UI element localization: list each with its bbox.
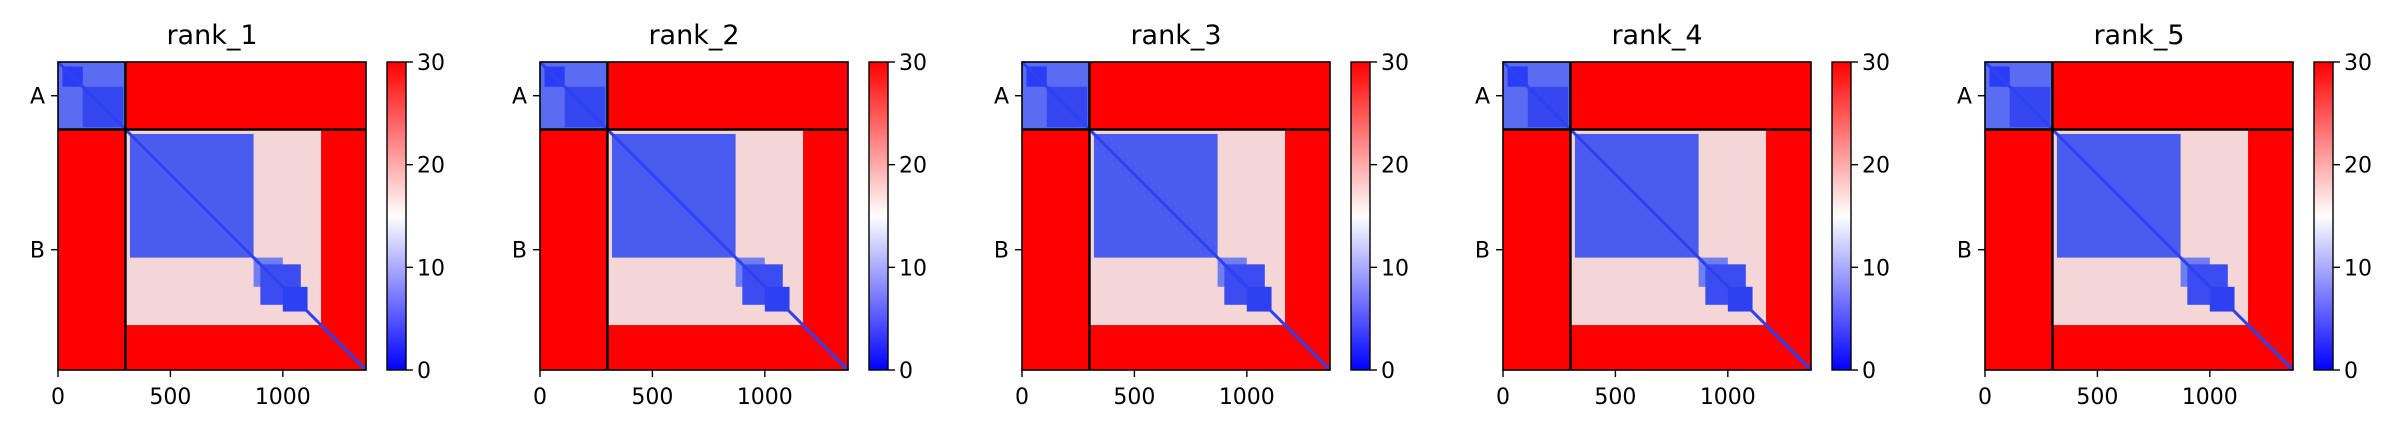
y-tick-label: A xyxy=(1957,85,1972,110)
panel-title: rank_2 xyxy=(648,20,739,51)
y-tick-label: A xyxy=(512,85,527,110)
colorbar-tick-label: 0 xyxy=(417,359,431,384)
x-tick-label: 0 xyxy=(1496,385,1510,410)
colorbar-tick-label: 30 xyxy=(417,51,445,76)
colorbar-tick-label: 30 xyxy=(1381,51,1409,76)
panel-title: rank_4 xyxy=(1611,20,1702,51)
y-tick-label: A xyxy=(30,85,45,110)
y-tick-label: B xyxy=(994,239,1009,264)
colorbar-tick-label: 0 xyxy=(2344,359,2358,384)
colorbar-tick-label: 10 xyxy=(417,256,445,281)
axes-frame xyxy=(57,61,367,371)
x-tick-label: 1000 xyxy=(2182,385,2238,410)
colorbar-tick-label: 10 xyxy=(1381,256,1409,281)
axes-frame xyxy=(1021,61,1331,371)
colorbar-tick-label: 10 xyxy=(1862,256,1890,281)
colorbar xyxy=(1831,61,1852,371)
axes-frame xyxy=(539,61,849,371)
panel-title: rank_3 xyxy=(1130,20,1221,51)
x-tick-label: 1000 xyxy=(1700,385,1756,410)
x-tick-label: 500 xyxy=(1594,385,1636,410)
heatmap-diagonal xyxy=(1501,60,1813,372)
axes-frame xyxy=(1502,61,1812,371)
colorbar-tick-label: 10 xyxy=(2344,256,2372,281)
axes-frame xyxy=(1984,61,2294,371)
x-tick-label: 0 xyxy=(1978,385,1992,410)
x-tick-label: 500 xyxy=(631,385,673,410)
x-tick-label: 1000 xyxy=(1219,385,1275,410)
colorbar-tick-label: 30 xyxy=(899,51,927,76)
panel-2: rank_2 0 500 1000 A B 0 10 20 30 xyxy=(512,20,927,410)
panel-5: rank_5 0 500 1000 A B 0 10 20 30 xyxy=(1957,20,2372,410)
panel-title: rank_5 xyxy=(2093,20,2184,51)
x-tick-label: 500 xyxy=(1113,385,1155,410)
panel-1: rank_1 0 500 1000 A B 0 10 20 30 xyxy=(30,20,445,410)
y-tick-label: B xyxy=(512,239,527,264)
x-tick-label: 0 xyxy=(533,385,547,410)
panel-3: rank_3 0 500 1000 A B 0 10 20 30 xyxy=(994,20,1409,410)
colorbar-tick-label: 0 xyxy=(1381,359,1395,384)
colorbar-tick-label: 30 xyxy=(2344,51,2372,76)
panel-4: rank_4 0 500 1000 A B 0 10 20 30 xyxy=(1475,20,1890,410)
x-tick-label: 1000 xyxy=(255,385,311,410)
panel-title: rank_1 xyxy=(166,20,257,51)
heatmap-diagonal xyxy=(538,60,850,372)
colorbar-tick-label: 20 xyxy=(1381,154,1409,179)
colorbar xyxy=(2313,61,2334,371)
colorbar-tick-label: 0 xyxy=(899,359,913,384)
x-tick-label: 0 xyxy=(1015,385,1029,410)
y-tick-label: A xyxy=(1475,85,1490,110)
colorbar-tick-label: 20 xyxy=(1862,154,1890,179)
x-tick-label: 500 xyxy=(2076,385,2118,410)
y-tick-label: B xyxy=(30,239,45,264)
colorbar-tick-label: 30 xyxy=(1862,51,1890,76)
colorbar-tick-label: 20 xyxy=(899,154,927,179)
colorbar-tick-label: 0 xyxy=(1862,359,1876,384)
x-tick-label: 0 xyxy=(51,385,65,410)
heatmap-diagonal xyxy=(56,60,368,372)
heatmap-diagonal xyxy=(1020,60,1332,372)
heatmap-diagonal xyxy=(1983,60,2295,372)
y-tick-label: B xyxy=(1475,239,1490,264)
colorbar-tick-label: 10 xyxy=(899,256,927,281)
colorbar xyxy=(868,61,889,371)
colorbar xyxy=(1350,61,1371,371)
colorbar-tick-label: 20 xyxy=(417,154,445,179)
y-tick-label: B xyxy=(1957,239,1972,264)
colorbar-tick-label: 20 xyxy=(2344,154,2372,179)
y-tick-label: A xyxy=(994,85,1009,110)
x-tick-label: 1000 xyxy=(737,385,793,410)
x-tick-label: 500 xyxy=(149,385,191,410)
colorbar xyxy=(386,61,407,371)
